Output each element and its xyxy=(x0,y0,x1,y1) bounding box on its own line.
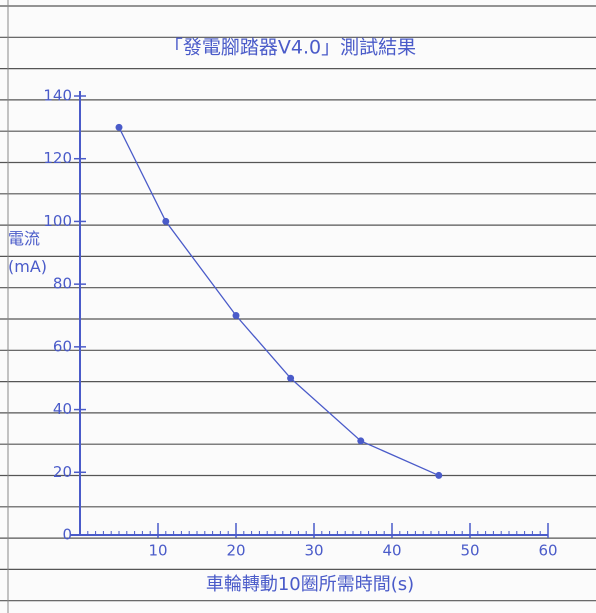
data-point xyxy=(115,123,123,131)
x-tick-label: 10 xyxy=(148,542,167,560)
data-point xyxy=(232,312,240,319)
series-line xyxy=(118,127,440,477)
x-tick-label: 50 xyxy=(460,542,479,560)
x-axis-label: 車輪轉動10圈所需時間(s) xyxy=(206,574,414,595)
y-tick-label: 20 xyxy=(53,463,72,481)
y-tick-label: 40 xyxy=(53,400,72,418)
chart-title: 「發電腳踏器V4.0」測試結果 xyxy=(164,37,416,59)
x-tick-label: 20 xyxy=(226,542,245,560)
y-tick-label: 120 xyxy=(43,149,72,167)
y-tick-label: 100 xyxy=(43,212,72,230)
x-tick-label: 60 xyxy=(538,542,557,560)
data-point xyxy=(162,217,170,225)
y-tick-label: 140 xyxy=(43,87,72,105)
y-axis-label: 電流(mA) xyxy=(8,229,48,276)
data-point xyxy=(287,374,295,382)
y-tick-label: 60 xyxy=(53,337,72,355)
x-tick-label: 30 xyxy=(304,542,323,560)
x-tick-label: 40 xyxy=(382,542,401,560)
data-point xyxy=(435,471,443,479)
y-tick-label: 80 xyxy=(53,275,72,293)
data-point xyxy=(357,437,365,445)
y-tick-label: 0 xyxy=(62,526,72,544)
